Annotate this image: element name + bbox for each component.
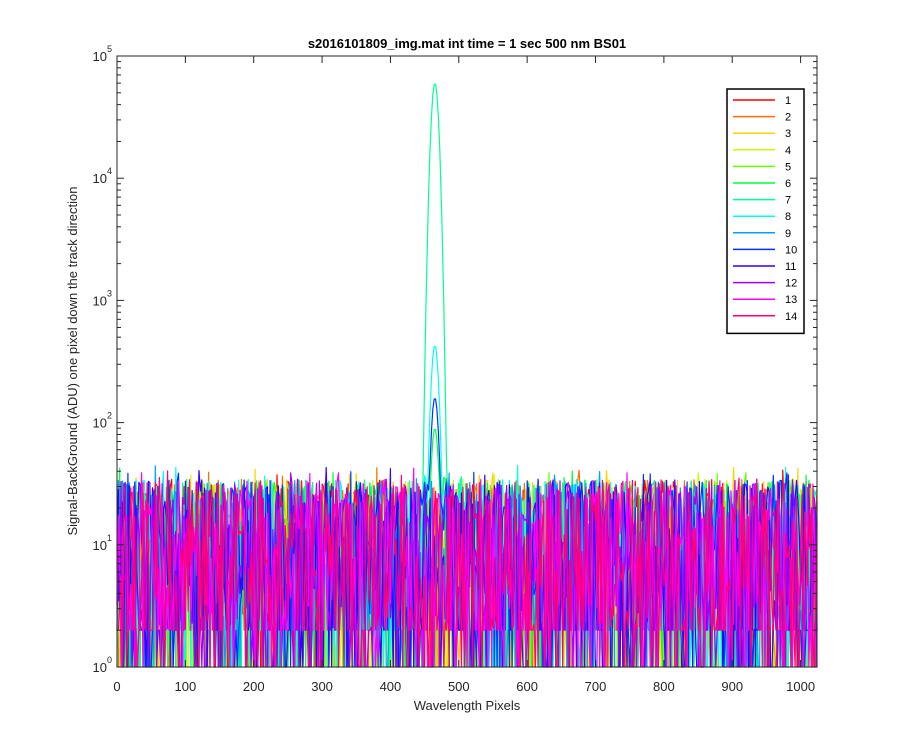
x-tick-label: 600: [516, 679, 538, 694]
x-tick-label: 300: [311, 679, 333, 694]
x-tick-label: 900: [721, 679, 743, 694]
series-line-14: [117, 470, 818, 668]
x-tick-label: 800: [653, 679, 675, 694]
y-tick-exponent: 4: [107, 166, 112, 176]
y-tick-exponent: 1: [107, 533, 112, 543]
x-tick-label: 100: [175, 679, 197, 694]
x-axis-label: Wavelength Pixels: [414, 698, 521, 713]
x-tick-label: 500: [448, 679, 470, 694]
legend-label-2: 2: [785, 112, 791, 124]
x-axis: 0 100 200 300 400 500 600 700 800 900 1000: [113, 56, 815, 694]
legend-label-10: 10: [785, 244, 797, 256]
legend-label-5: 5: [785, 161, 791, 173]
legend-label-13: 13: [785, 294, 797, 306]
y-tick-label: 10: [93, 538, 107, 553]
x-tick-label: 700: [585, 679, 607, 694]
y-tick-label: 10: [93, 171, 107, 186]
y-tick-exponent: 5: [107, 44, 112, 54]
legend-label-9: 9: [785, 228, 791, 240]
legend-label-6: 6: [785, 178, 791, 190]
series-lines: [116, 83, 818, 668]
x-tick-label: 400: [380, 679, 402, 694]
plot-frame: [116, 55, 818, 668]
y-tick-label: 10: [93, 660, 107, 675]
legend-label-11: 11: [785, 261, 796, 273]
y-tick-exponent: 3: [107, 288, 112, 298]
chart-title: s2016101809_img.mat int time = 1 sec 500…: [308, 36, 626, 51]
y-tick-label: 10: [93, 416, 107, 431]
x-tick-label: 0: [113, 679, 120, 694]
legend-label-7: 7: [785, 195, 791, 207]
legend-box: [726, 88, 805, 335]
legend-label-4: 4: [785, 145, 791, 157]
legend-label-14: 14: [785, 311, 797, 323]
legend-label-3: 3: [785, 128, 791, 140]
legend-label-12: 12: [785, 278, 797, 290]
legend-label-8: 8: [785, 211, 791, 223]
y-tick-label: 10: [93, 49, 107, 64]
y-tick-label: 10: [93, 293, 107, 308]
x-tick-label: 1000: [786, 679, 815, 694]
y-tick-exponent: 2: [107, 411, 112, 421]
y-axis-label: Signal-BackGround (ADU) one pixel down t…: [65, 186, 80, 535]
y-tick-exponent: 0: [107, 655, 112, 665]
legend-label-1: 1: [785, 95, 791, 107]
x-tick-label: 200: [243, 679, 265, 694]
